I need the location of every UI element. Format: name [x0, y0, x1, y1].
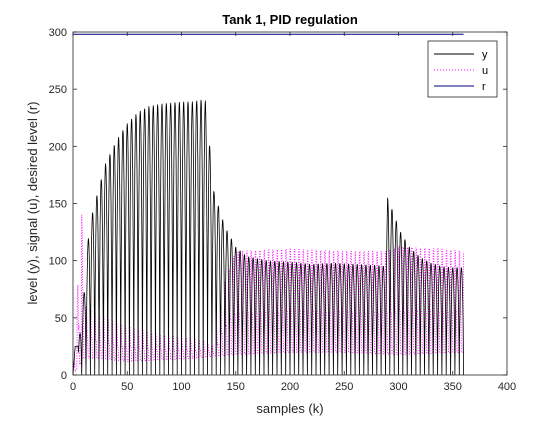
y-tick-label: 200: [49, 141, 67, 153]
y-tick-label: 300: [49, 27, 67, 39]
y-tick-label: 250: [49, 84, 67, 96]
x-tick-label: 200: [281, 381, 299, 393]
x-tick-label: 400: [498, 381, 516, 393]
legend: y u r: [427, 40, 498, 98]
x-tick-label: 350: [444, 381, 462, 393]
x-axis-label: samples (k): [256, 401, 323, 416]
y-tick-label: 150: [49, 199, 67, 211]
y-tick-label: 0: [61, 370, 67, 382]
legend-label-r: r: [482, 81, 486, 93]
x-axis-ticks: 0 50 100 150 200 250 300 350 400: [70, 32, 516, 393]
x-tick-label: 250: [335, 381, 353, 393]
chart-title: Tank 1, PID regulation: [222, 12, 358, 27]
x-tick-label: 50: [121, 381, 133, 393]
x-tick-label: 100: [172, 381, 190, 393]
legend-box: [427, 40, 498, 98]
y-tick-label: 50: [55, 313, 67, 325]
legend-label-u: u: [482, 65, 488, 77]
x-tick-label: 300: [389, 381, 407, 393]
x-tick-label: 150: [227, 381, 245, 393]
y-tick-label: 100: [49, 256, 67, 268]
y-axis-label: level (y), signal (u), desired level (r): [25, 101, 40, 304]
y-axis-ticks: 0 50 100 150 200 250 300: [49, 27, 507, 382]
legend-label-y: y: [482, 49, 488, 61]
x-tick-label: 0: [70, 381, 76, 393]
